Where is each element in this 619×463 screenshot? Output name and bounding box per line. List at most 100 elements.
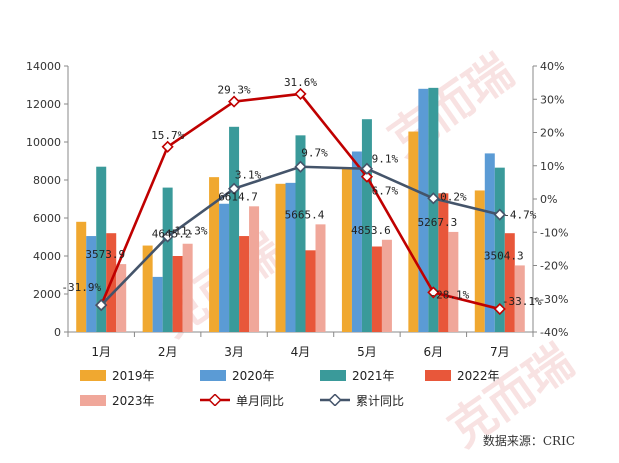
line-point-单月同比 xyxy=(227,95,241,108)
bar-2020年 xyxy=(418,88,429,332)
bar-data-label: 6614.7 xyxy=(218,190,258,203)
bar-data-label: 5267.3 xyxy=(417,216,457,229)
bar-2023年 xyxy=(514,265,525,332)
x-tick-label: 5月 xyxy=(357,345,377,359)
line-point-单月同比 xyxy=(161,140,174,153)
bar-2019年 xyxy=(209,177,220,332)
y-right-tick-label: 30% xyxy=(540,93,564,106)
x-tick-label: 7月 xyxy=(490,345,510,359)
legend-label: 2020年 xyxy=(232,368,275,383)
line-data-label: 29.3% xyxy=(218,84,251,97)
bar-2021年 xyxy=(361,119,372,332)
y-left-tick-label: 14000 xyxy=(26,60,61,73)
x-tick-label: 3月 xyxy=(224,345,244,359)
bar-2023年 xyxy=(116,264,127,332)
line-point-累计同比 xyxy=(427,192,440,205)
line-data-label: 9.7% xyxy=(301,147,328,160)
legend-label: 累计同比 xyxy=(356,393,405,408)
y-left-tick-label: 4000 xyxy=(33,250,61,263)
bar-2020年 xyxy=(152,276,163,332)
legend-label: 单月同比 xyxy=(236,393,285,408)
y-right-tick-label: 20% xyxy=(540,127,564,140)
line-data-label: -31.9% xyxy=(61,281,101,294)
bar-2020年 xyxy=(219,203,230,332)
legend-label: 2019年 xyxy=(112,368,155,383)
bar-data-label: 5665.4 xyxy=(285,208,325,221)
legend-item-2022: 2022年 xyxy=(425,366,500,384)
legend-item-2020: 2020年 xyxy=(200,366,275,384)
bar-2019年 xyxy=(408,131,419,332)
bar-2019年 xyxy=(341,168,352,332)
bar-data-label: 4853.6 xyxy=(351,224,391,237)
bar-2023年 xyxy=(448,231,459,332)
legend-item-cumulative-yoy: 累计同比 xyxy=(320,391,404,409)
bar-2020年 xyxy=(86,236,97,332)
bar-2021年 xyxy=(494,167,505,332)
bar-2021年 xyxy=(428,87,439,332)
line-point-累计同比 xyxy=(294,160,307,173)
line-point-累计同比 xyxy=(493,208,506,221)
bar-2023年 xyxy=(381,239,392,332)
line-point-单月同比 xyxy=(427,286,440,299)
legend-item-2021: 2021年 xyxy=(320,366,395,384)
line-point-累计同比 xyxy=(95,298,108,312)
line-data-label: 0.2% xyxy=(440,190,467,203)
line-point-累计同比 xyxy=(227,182,241,195)
line-data-label: 15.7% xyxy=(151,129,184,142)
x-tick-label: 2月 xyxy=(158,345,178,359)
line-data-label: 3.1% xyxy=(235,169,262,182)
line-data-label: -33.1% xyxy=(502,295,542,308)
legend-swatch xyxy=(80,369,106,381)
source-note: 数据来源：CRIC xyxy=(482,434,575,448)
line-data-label: -28.1% xyxy=(429,288,469,301)
y-right-tick-label: -10% xyxy=(540,226,568,239)
y-right-tick-label: -20% xyxy=(540,260,568,273)
bar-2023年 xyxy=(315,224,326,332)
bar-2022年 xyxy=(371,246,382,332)
y-left-tick-label: 2000 xyxy=(33,288,61,301)
line-data-label: -4.7% xyxy=(503,209,536,222)
bar-2019年 xyxy=(142,245,153,332)
x-tick-label: 4月 xyxy=(291,345,311,359)
bar-2022年 xyxy=(172,256,183,332)
legend-swatch xyxy=(425,369,451,381)
y-right-tick-label: 40% xyxy=(540,60,564,73)
line-point-累计同比 xyxy=(161,230,174,243)
line-data-label: 31.6% xyxy=(284,76,317,89)
bar-data-label: 3504.3 xyxy=(484,249,524,262)
y-left-tick-label: 8000 xyxy=(33,174,61,187)
line-data-label: 6.7% xyxy=(372,185,399,198)
legend-label: 2023年 xyxy=(112,393,155,408)
legend-swatch xyxy=(320,369,346,381)
bar-2020年 xyxy=(484,153,495,332)
legend-swatch xyxy=(80,394,106,406)
bar-2021年 xyxy=(162,187,173,332)
y-left-tick-label: 0 xyxy=(54,326,61,339)
y-right-tick-label: -30% xyxy=(540,293,568,306)
line-point-单月同比 xyxy=(493,302,506,316)
bar-2019年 xyxy=(275,183,286,332)
legend-label: 2021年 xyxy=(352,368,395,383)
line-point-单月同比 xyxy=(294,87,307,101)
legend-item-2023: 2023年 xyxy=(80,391,155,409)
x-tick-label: 6月 xyxy=(424,345,444,359)
bar-data-label: 3573.9 xyxy=(85,248,125,261)
y-right-tick-label: 10% xyxy=(540,160,564,173)
bar-2023年 xyxy=(182,243,193,332)
y-right-tick-label: -40% xyxy=(540,326,568,339)
y-left-tick-label: 12000 xyxy=(26,98,61,111)
bar-2022年 xyxy=(305,250,316,332)
y-left-tick-label: 10000 xyxy=(26,136,61,149)
y-left-tick-label: 6000 xyxy=(33,212,61,225)
legend-item-monthly-yoy: 单月同比 xyxy=(200,391,284,409)
y-right-tick-label: 0% xyxy=(540,193,557,206)
legend-line-swatch xyxy=(200,394,230,406)
bar-2021年 xyxy=(96,166,107,332)
line-point-累计同比 xyxy=(360,162,374,175)
bar-2020年 xyxy=(285,182,296,332)
legend-label: 2022年 xyxy=(457,368,500,383)
bar-2019年 xyxy=(76,221,87,332)
bar-2021年 xyxy=(295,135,306,332)
line-data-label: 9.1% xyxy=(372,153,399,166)
